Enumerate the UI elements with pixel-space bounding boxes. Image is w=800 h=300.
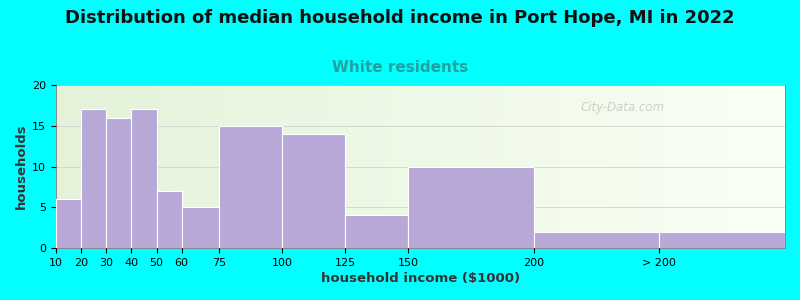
X-axis label: household income ($1000): household income ($1000)	[321, 272, 520, 285]
Bar	[131, 110, 157, 248]
Bar	[345, 215, 408, 248]
Bar	[219, 126, 282, 248]
Bar	[408, 167, 534, 248]
Bar	[56, 199, 81, 248]
Text: City-Data.com: City-Data.com	[581, 101, 665, 114]
Text: White residents: White residents	[332, 60, 468, 75]
Text: Distribution of median household income in Port Hope, MI in 2022: Distribution of median household income …	[65, 9, 735, 27]
Bar	[157, 191, 182, 248]
Bar	[106, 118, 131, 248]
Bar	[534, 232, 659, 248]
Bar	[81, 110, 106, 248]
Bar	[659, 232, 785, 248]
Bar	[282, 134, 345, 248]
Bar	[182, 207, 219, 248]
Y-axis label: households: households	[15, 124, 28, 209]
